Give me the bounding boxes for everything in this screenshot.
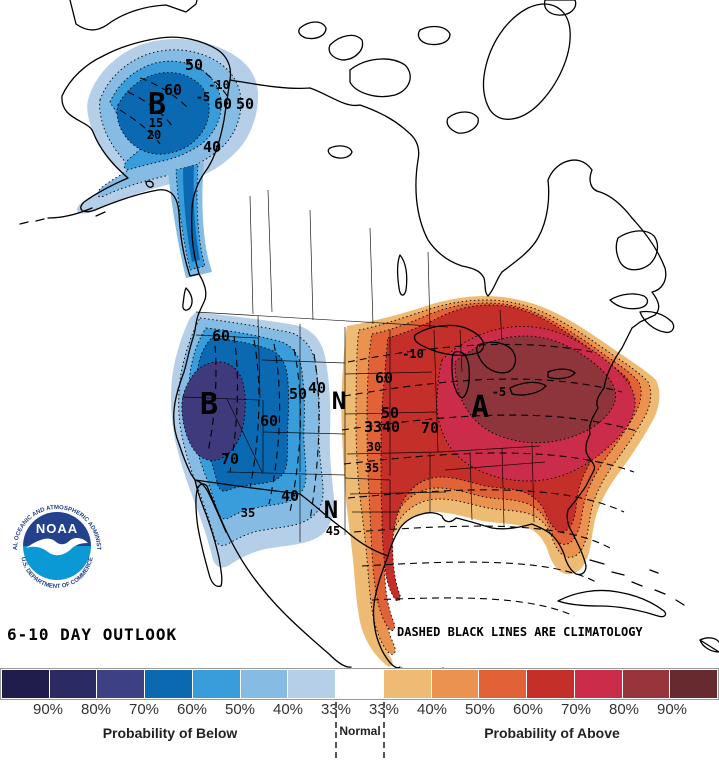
map-label-50: 50 <box>289 385 307 403</box>
map-label-60: 60 <box>214 95 232 113</box>
map-label-40: 40 <box>281 487 299 505</box>
caption-probability-above: Probability of Above <box>484 725 620 741</box>
map-label--5: -5 <box>196 90 210 104</box>
map-label-33: 33 <box>364 418 382 436</box>
map-label-50: 50 <box>185 56 203 74</box>
map-label-N: N <box>324 496 338 524</box>
caption-normal: Normal <box>339 724 381 738</box>
map-label-N: N <box>332 387 346 415</box>
legend-swatch-normal <box>336 670 383 698</box>
legend-tick-label: 70% <box>128 701 160 718</box>
map-label-60: 60 <box>164 81 182 99</box>
normal-dash-right <box>383 702 385 758</box>
outlook-map: 50 -10 60 -5 B 60 50 15 20 40 60 40 50 N 60 B 70 40 35 N 45-… <box>19 0 719 669</box>
noaa-acronym: NOAA <box>36 521 78 536</box>
legend-tick-label: 90% <box>32 701 64 718</box>
map-label--10: -10 <box>402 347 424 361</box>
legend-tick-label: 50% <box>464 701 496 718</box>
noaa-logo-lower-disc <box>23 546 91 580</box>
legend-swatch-below-90 <box>2 670 49 698</box>
legend-tick-label: 70% <box>560 701 592 718</box>
map-label-40: 40 <box>382 418 400 436</box>
seagull-icon <box>26 537 88 556</box>
map-label-B: B <box>200 387 218 422</box>
map-label-15: 15 <box>149 116 163 130</box>
caption-probability-below: Probability of Below <box>102 725 238 741</box>
map-label-35: 35 <box>241 506 255 520</box>
title-line-1: 6-10 DAY OUTLOOK <box>7 625 178 644</box>
legend-swatch-below-40 <box>240 670 288 698</box>
legend-tick-label: 60% <box>512 701 544 718</box>
legend-tick-label: 40% <box>416 701 448 718</box>
climatology-dashed-contours <box>119 59 641 617</box>
note-line-1: DASHED BLACK LINES ARE CLIMATOLOGY <box>397 625 643 639</box>
legend-tick-label: 80% <box>608 701 640 718</box>
legend-swatch-above-90 <box>670 670 718 698</box>
map-label-70: 70 <box>221 450 239 468</box>
map-label-35: 35 <box>365 461 379 475</box>
legend-swatch-above-33 <box>383 670 431 698</box>
normal-dash-left <box>335 702 337 758</box>
map-label-B: B <box>148 87 166 122</box>
legend-tick-label: 50% <box>224 701 256 718</box>
legend-swatch-below-50 <box>192 670 240 698</box>
probability-legend: 90% 80% 70% 60% 50% 40% 33% 33% 40% 50% 60% 70% 80% 9… <box>0 668 719 760</box>
state-borders <box>181 189 546 542</box>
below-normal-west-region <box>171 312 335 568</box>
legend-tick-label: 60% <box>176 701 208 718</box>
legend-swatch-below-80 <box>49 670 97 698</box>
map-label--5: -5 <box>492 385 506 399</box>
legend-color-bar <box>0 668 719 700</box>
map-label-50: 50 <box>381 404 399 422</box>
map-label-60: 60 <box>212 327 230 345</box>
map-label-45: 45 <box>326 524 340 538</box>
legend-swatch-above-60 <box>527 670 574 698</box>
legend-swatch-above-50 <box>479 670 527 698</box>
legend-swatch-above-70 <box>574 670 622 698</box>
legend-tick-label: 90% <box>656 701 688 718</box>
below-normal-alaska-region <box>76 38 259 278</box>
region-east-80 <box>454 335 617 444</box>
map-label-30: 30 <box>367 440 381 454</box>
map-label-40: 40 <box>308 379 326 397</box>
legend-percent-labels: 90% 80% 70% 60% 50% 40% 33% 33% 40% 50% 60% 70% 80% 9… <box>0 701 719 721</box>
legend-swatch-below-70 <box>97 670 145 698</box>
map-label--10: -10 <box>208 78 230 92</box>
map-label-60: 60 <box>375 369 393 387</box>
map-label-20: 20 <box>147 128 161 142</box>
legend-tick-label: 80% <box>80 701 112 718</box>
legend-swatch-above-40 <box>431 670 479 698</box>
map-label-60: 60 <box>260 412 278 430</box>
map-label-40: 40 <box>203 138 221 156</box>
legend-swatch-above-80 <box>622 670 670 698</box>
legend-tick-label: 40% <box>272 701 304 718</box>
noaa-logo-upper-disc <box>23 512 91 546</box>
map-label-70: 70 <box>421 419 439 437</box>
map-label-A: A <box>471 390 489 425</box>
legend-swatch-below-60 <box>145 670 192 698</box>
map-label-50: 50 <box>236 95 254 113</box>
legend-swatch-below-33 <box>288 670 336 698</box>
noaa-logo: NOAA NATIONAL OCEANIC AND ATMOSPHERIC AD… <box>2 491 104 593</box>
region-alaska-60 <box>116 72 210 155</box>
